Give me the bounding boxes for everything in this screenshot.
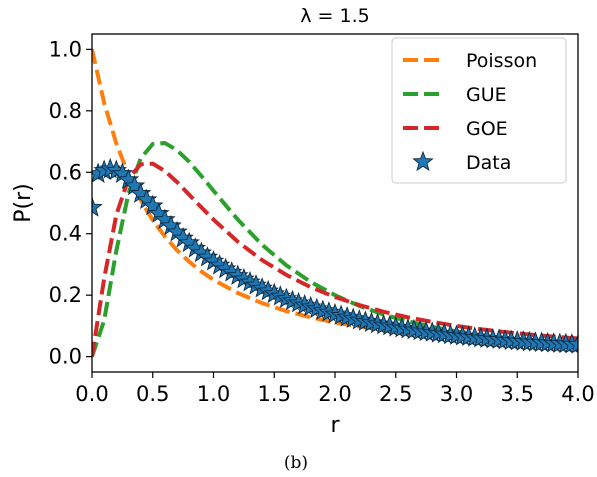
y-tick-label: 0.6 [49,160,82,184]
legend-box [391,37,567,184]
x-axis-label: r [330,413,340,438]
x-tick-label: 2.0 [318,382,351,406]
x-tick-label: 0.5 [136,382,169,406]
y-tick-label: 0.2 [49,283,82,307]
plot-series-layer [92,48,578,358]
x-tick-label: 1.5 [258,382,291,406]
y-tick-label: 0.4 [49,222,82,246]
x-tick-label: 3.0 [440,382,473,406]
legend-label-data: Data [466,152,511,174]
y-tick-label: 0.8 [49,99,82,123]
data-point [92,196,103,217]
x-tick-label: 1.0 [197,382,230,406]
series-line-goe [92,161,578,357]
legend: Poisson GUE GOE Data [391,37,567,184]
legend-swatch-data [412,150,434,172]
x-tick-label: 4.0 [561,382,594,406]
y-axis: 0.0 0.2 0.4 0.6 0.8 1.0 [49,37,92,369]
legend-label-poisson: Poisson [466,50,537,72]
data-point [567,333,578,354]
x-tick-label: 3.5 [501,382,534,406]
y-axis-label: P(r) [11,183,36,222]
y-tick-label: 0.0 [49,345,82,369]
y-tick-label: 1.0 [49,37,82,61]
x-axis: 0.0 0.5 1.0 1.5 2.0 2.5 3.0 3.5 4.0 [75,372,595,406]
legend-label-gue: GUE [466,84,507,106]
figure-caption: (b) [284,453,308,473]
x-tick-label: 2.5 [379,382,412,406]
x-tick-label: 0.0 [75,382,108,406]
legend-label-goe: GOE [466,118,508,140]
chart-title: λ = 1.5 [300,5,369,27]
